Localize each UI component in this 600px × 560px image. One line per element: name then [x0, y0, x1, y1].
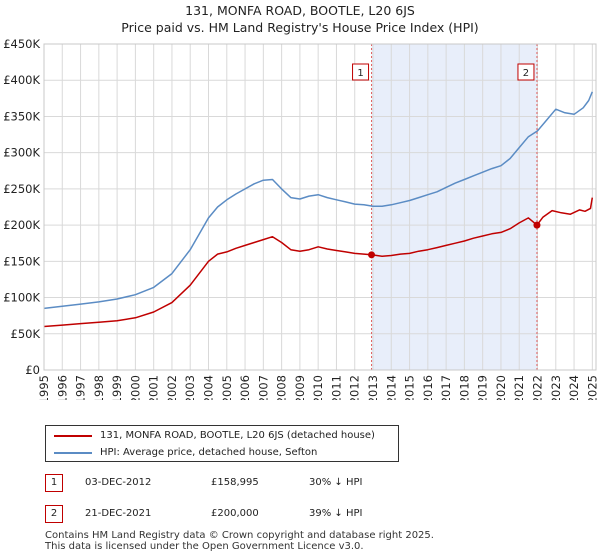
y-tick-label: £250K	[3, 182, 40, 196]
transaction-date: 21-DEC-2021	[85, 508, 152, 519]
transaction-hpi-diff: 30% ↓ HPI	[309, 477, 363, 488]
legend: 131, MONFA ROAD, BOOTLE, L20 6JS (detach…	[45, 425, 399, 462]
legend-swatch-hpi	[54, 452, 92, 454]
x-tick-label: 2009	[293, 375, 307, 400]
x-tick-label: 2006	[238, 375, 252, 400]
x-tick-label: 2021	[512, 375, 526, 400]
y-tick-label: £400K	[3, 73, 40, 87]
y-tick-label: £200K	[3, 218, 40, 232]
footer-line1: Contains HM Land Registry data © Crown c…	[45, 530, 434, 541]
grid	[43, 43, 596, 371]
y-tick-label: £150K	[3, 254, 40, 268]
series-layer	[43, 91, 594, 328]
x-tick-label: 2014	[384, 375, 398, 400]
x-tick-label: 2018	[457, 375, 471, 400]
x-tick-label: 1995	[37, 375, 51, 400]
legend-label-hpi: HPI: Average price, detached house, Seft…	[100, 447, 318, 458]
y-tick-label: £450K	[3, 37, 40, 51]
x-tick-label: 2002	[165, 375, 179, 400]
plot-border	[43, 43, 597, 371]
x-tick-label: 1997	[74, 375, 88, 400]
chart-title-line1: 131, MONFA ROAD, BOOTLE, L20 6JS	[185, 3, 415, 18]
x-tick-label: 2012	[348, 375, 362, 400]
y-tick-label: £50K	[11, 327, 41, 341]
x-tick-label: 2000	[128, 375, 142, 400]
series-line-price-paid	[43, 197, 594, 328]
x-tick-label: 2017	[439, 375, 453, 400]
y-tick-label: £0	[25, 363, 40, 377]
x-tick-label: 2019	[476, 375, 490, 400]
x-tick-label: 2003	[183, 375, 197, 400]
x-tick-label: 1999	[110, 375, 124, 400]
x-tick-label: 1998	[92, 375, 106, 400]
x-tick-label: 2011	[329, 375, 343, 400]
marker-badge	[517, 63, 535, 81]
x-tick-label: 2015	[403, 375, 417, 400]
x-tick-label: 2022	[531, 375, 545, 400]
shaded-period	[371, 44, 537, 370]
marker-badge-label: 2	[523, 68, 529, 79]
y-tick-label: £300K	[3, 146, 40, 160]
transaction-date: 03-DEC-2012	[85, 477, 152, 488]
x-tick-label: 1996	[55, 375, 69, 400]
legend-label-price-paid: 131, MONFA ROAD, BOOTLE, L20 6JS (detach…	[100, 430, 375, 441]
sale-point	[368, 251, 376, 259]
transaction-number-badge: 2	[45, 505, 63, 523]
x-tick-label: 2010	[311, 375, 325, 400]
footer-line2: This data is licensed under the Open Gov…	[45, 541, 364, 552]
footer: Contains HM Land Registry data © Crown c…	[45, 530, 434, 552]
marker-badge	[352, 63, 370, 81]
x-tick-label: 2005	[220, 375, 234, 400]
x-tick-label: 2016	[421, 375, 435, 400]
x-tick-label: 2007	[256, 375, 270, 400]
marker-badge-label: 1	[357, 68, 363, 79]
x-tick-label: 2024	[567, 375, 581, 400]
x-tick-label: 2023	[549, 375, 563, 400]
x-tick-label: 2004	[202, 375, 216, 400]
x-tick-label: 2001	[147, 375, 161, 400]
x-tick-label: 2008	[275, 375, 289, 400]
transaction-number-badge: 1	[45, 474, 63, 492]
x-tick-label: 2013	[366, 375, 380, 400]
transaction-price: £158,995	[211, 477, 259, 488]
axes: £0 £50K £100K £150K £200K £250K £300K £350K £400…	[3, 37, 599, 400]
transaction-hpi-diff: 39% ↓ HPI	[309, 508, 363, 519]
chart-title-line2: Price paid vs. HM Land Registry's House …	[121, 20, 479, 35]
x-tick-label: 2025	[585, 375, 599, 400]
x-tick-label: 2020	[494, 375, 508, 400]
legend-swatch-price-paid	[54, 435, 92, 437]
y-tick-label: £100K	[3, 291, 40, 305]
chart-title: 131, MONFA ROAD, BOOTLE, L20 6JS Price p…	[0, 2, 600, 36]
y-tick-label: £350K	[3, 109, 40, 123]
sale-point	[533, 221, 541, 229]
transaction-price: £200,000	[211, 508, 259, 519]
series-line-hpi	[43, 91, 593, 310]
